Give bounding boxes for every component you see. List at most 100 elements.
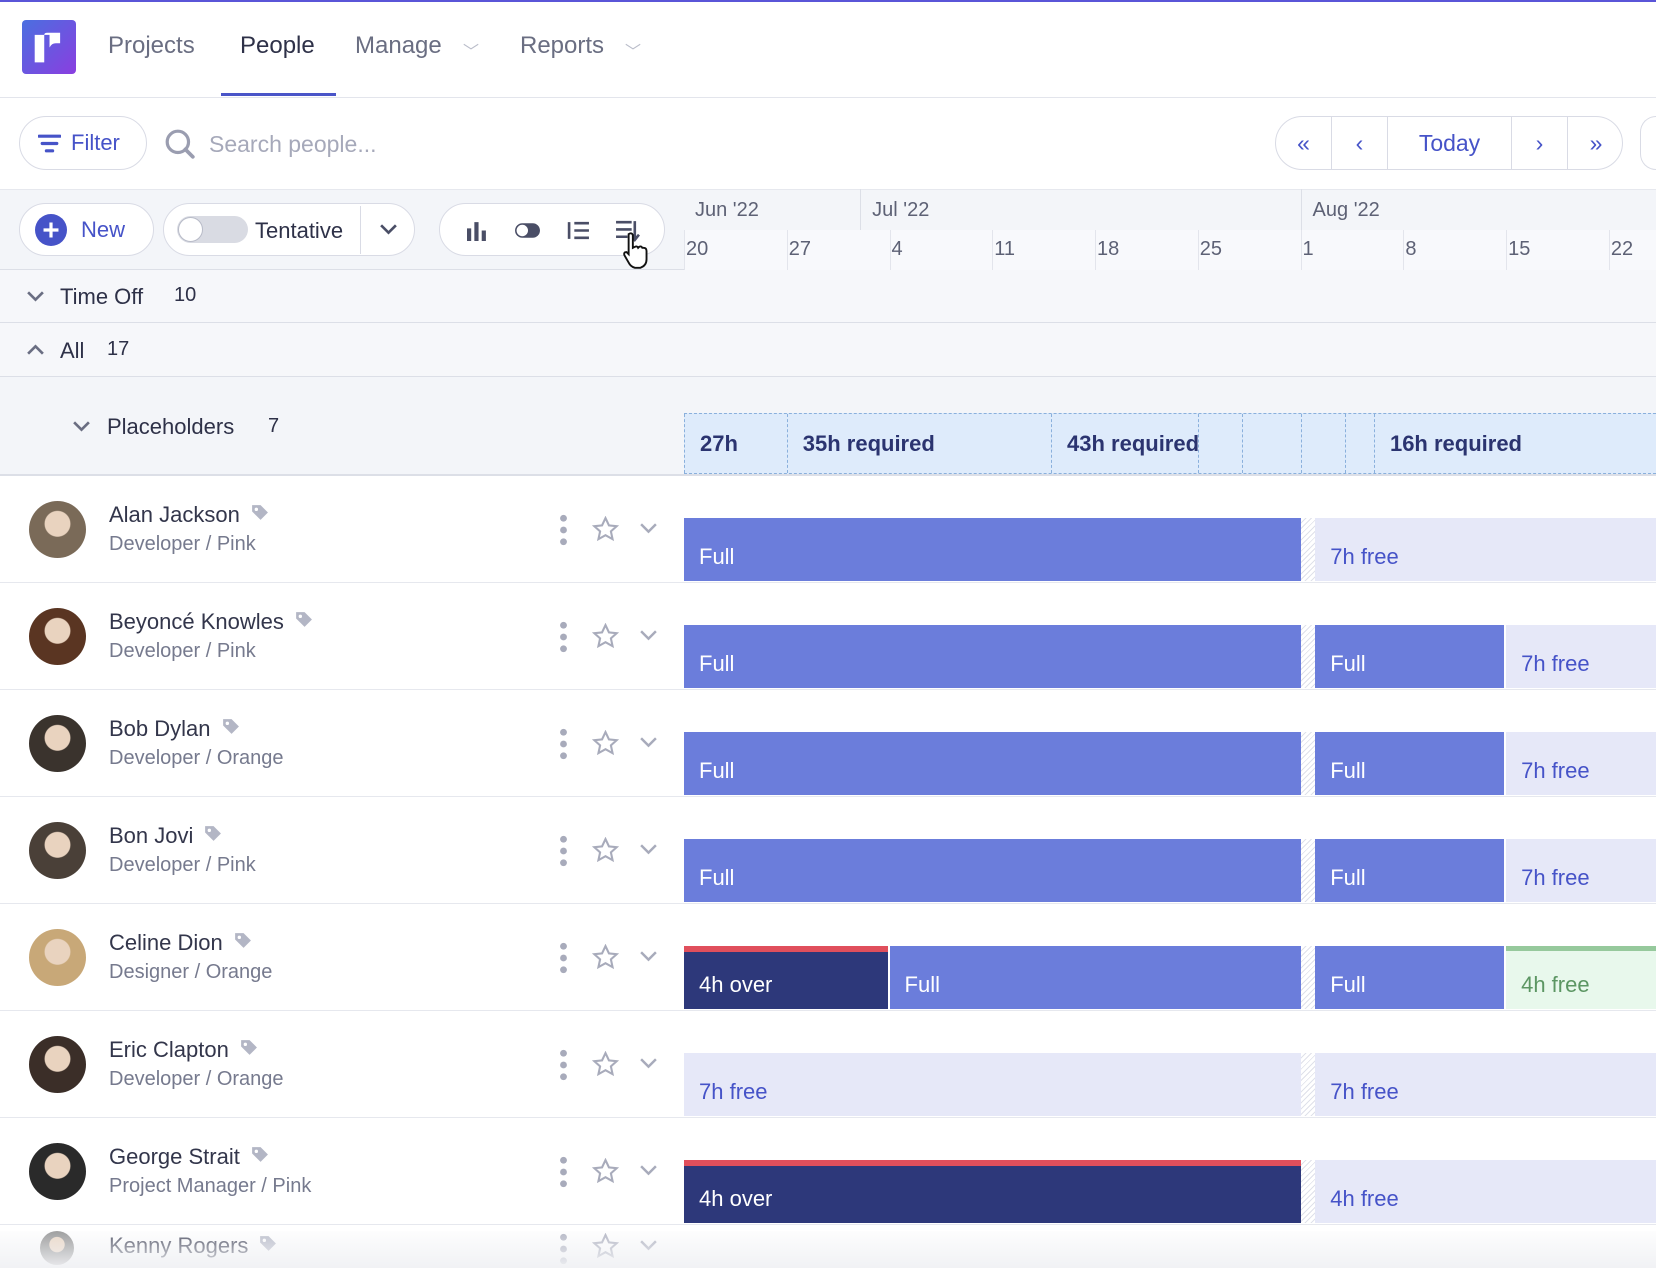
star-icon[interactable]	[591, 836, 620, 869]
star-icon[interactable]	[591, 515, 620, 548]
nav-reports[interactable]: Reports	[520, 32, 605, 59]
allocation-bar[interactable]: 4h over	[684, 1160, 1301, 1223]
filter-button[interactable]: Filter	[19, 116, 147, 170]
allocation-bar[interactable]: 7h free	[1315, 518, 1656, 581]
allocation-bar[interactable]: 7h free	[1315, 1053, 1656, 1116]
person-row[interactable]: George Strait Project Manager / Pink 4h ov…	[0, 1118, 1656, 1225]
allocation-bar[interactable]: Full	[1315, 625, 1505, 688]
tag-icon[interactable]	[233, 930, 252, 956]
more-options-icon[interactable]	[557, 1049, 570, 1086]
allocation-bar[interactable]: Full	[1315, 946, 1505, 1009]
allocation-bar[interactable]: Full	[684, 839, 1301, 902]
today-button[interactable]: Today	[1388, 117, 1512, 169]
new-button[interactable]: New	[19, 203, 154, 256]
person-row[interactable]: Alan Jackson Developer / Pink Full 7h free	[0, 476, 1656, 583]
person-row[interactable]: Bob Dylan Developer / Orange Full Full 7h fr…	[0, 690, 1656, 797]
search-input[interactable]	[209, 125, 737, 163]
placeholder-bar[interactable]: 27h 35h required 43h required 16h required	[684, 413, 1656, 474]
first-button[interactable]: «	[1276, 117, 1332, 169]
person-name[interactable]: Bob Dylan	[109, 716, 240, 742]
tag-icon[interactable]	[221, 716, 240, 742]
avatar[interactable]	[29, 1036, 86, 1093]
chevron-down-icon[interactable]	[639, 1057, 658, 1075]
sort-icon[interactable]	[615, 219, 640, 242]
star-icon[interactable]	[591, 1050, 620, 1083]
allocation-bar[interactable]: 4h free	[1315, 1160, 1656, 1223]
allocation-bar[interactable]: 7h free	[1506, 732, 1656, 795]
placeholder-segment[interactable]: 16h required	[1373, 414, 1656, 473]
bar-chart-icon[interactable]	[467, 220, 488, 241]
allocation-bar[interactable]: Full	[1315, 732, 1505, 795]
nav-people[interactable]: People	[240, 32, 315, 59]
chevron-down-icon[interactable]	[639, 522, 658, 540]
person-name[interactable]: Beyoncé Knowles	[109, 609, 313, 635]
tag-icon[interactable]	[250, 1144, 269, 1170]
allocation-bar[interactable]: 7h free	[1506, 625, 1656, 688]
tag-icon[interactable]	[239, 1037, 258, 1063]
group-placeholders[interactable]: Placeholders 7 27h 35h required 43h requir…	[0, 377, 1656, 476]
prev-button[interactable]: ‹	[1332, 117, 1388, 169]
avatar[interactable]	[29, 608, 86, 665]
person-row[interactable]: Celine Dion Designer / Orange 4h over Full F…	[0, 904, 1656, 1011]
person-name[interactable]: Alan Jackson	[109, 502, 269, 528]
star-icon[interactable]	[591, 729, 620, 762]
allocation-bar[interactable]: Full	[889, 946, 1301, 1009]
placeholder-segment[interactable]	[1300, 414, 1345, 473]
allocation-bar[interactable]: Full	[684, 732, 1301, 795]
star-icon[interactable]	[591, 943, 620, 976]
list-icon[interactable]	[567, 220, 590, 241]
placeholder-segment[interactable]: 35h required	[786, 414, 1051, 473]
person-name[interactable]: Celine Dion	[109, 930, 252, 956]
allocation-bar[interactable]: 7h free	[684, 1053, 1301, 1116]
person-row[interactable]: Bon Jovi Developer / Pink Full Full 7h free	[0, 797, 1656, 904]
avatar[interactable]	[29, 715, 86, 772]
allocation-bar[interactable]: Full	[684, 625, 1301, 688]
placeholder-segment[interactable]: 43h required	[1051, 414, 1198, 473]
allocation-bar[interactable]: 4h over	[684, 946, 888, 1009]
placeholder-segment[interactable]	[1344, 414, 1374, 473]
avatar[interactable]	[29, 501, 86, 558]
group-time-off[interactable]: Time Off 10	[0, 270, 1656, 323]
placeholder-segment[interactable]	[1241, 414, 1301, 473]
chevron-down-icon[interactable]	[639, 736, 658, 754]
more-options-icon[interactable]	[557, 942, 570, 979]
avatar[interactable]	[29, 822, 86, 879]
chevron-down-icon[interactable]	[639, 950, 658, 968]
nav-projects[interactable]: Projects	[108, 32, 195, 59]
placeholder-segment[interactable]: 27h	[684, 414, 787, 473]
allocation-bar[interactable]: Full	[1315, 839, 1505, 902]
nav-manage[interactable]: Manage	[355, 32, 442, 59]
more-options-icon[interactable]	[557, 728, 570, 765]
toggle-icon[interactable]	[514, 222, 541, 239]
person-row[interactable]: Eric Clapton Developer / Orange 7h free 7h …	[0, 1011, 1656, 1118]
avatar[interactable]	[29, 1143, 86, 1200]
app-logo[interactable]	[22, 20, 76, 74]
more-options-icon[interactable]	[557, 514, 570, 551]
more-options-icon[interactable]	[557, 835, 570, 872]
settings-button[interactable]	[1640, 116, 1656, 170]
person-name[interactable]: Eric Clapton	[109, 1037, 258, 1063]
placeholder-segment[interactable]	[1197, 414, 1242, 473]
chevron-down-icon[interactable]	[639, 629, 658, 647]
person-name[interactable]: Bon Jovi	[109, 823, 222, 849]
more-options-icon[interactable]	[557, 1156, 570, 1193]
last-button[interactable]: »	[1568, 117, 1622, 169]
group-all[interactable]: All 17	[0, 323, 1656, 377]
star-icon[interactable]	[591, 622, 620, 655]
chevron-down-icon[interactable]	[639, 1164, 658, 1182]
avatar[interactable]	[29, 929, 86, 986]
tag-icon[interactable]	[294, 609, 313, 635]
tentative-toggle[interactable]	[177, 216, 248, 243]
allocation-bar[interactable]: 4h free	[1506, 946, 1656, 1009]
person-name[interactable]: George Strait	[109, 1144, 269, 1170]
chevron-down-icon[interactable]	[639, 843, 658, 861]
next-button[interactable]: ›	[1512, 117, 1568, 169]
allocation-bar[interactable]: Full	[684, 518, 1301, 581]
star-icon[interactable]	[591, 1157, 620, 1190]
person-row[interactable]: Beyoncé Knowles Developer / Pink Full Full 7…	[0, 583, 1656, 690]
tag-icon[interactable]	[203, 823, 222, 849]
tentative-dropdown[interactable]	[361, 204, 415, 255]
tag-icon[interactable]	[250, 502, 269, 528]
allocation-bar[interactable]: 7h free	[1506, 839, 1656, 902]
more-options-icon[interactable]	[557, 621, 570, 658]
